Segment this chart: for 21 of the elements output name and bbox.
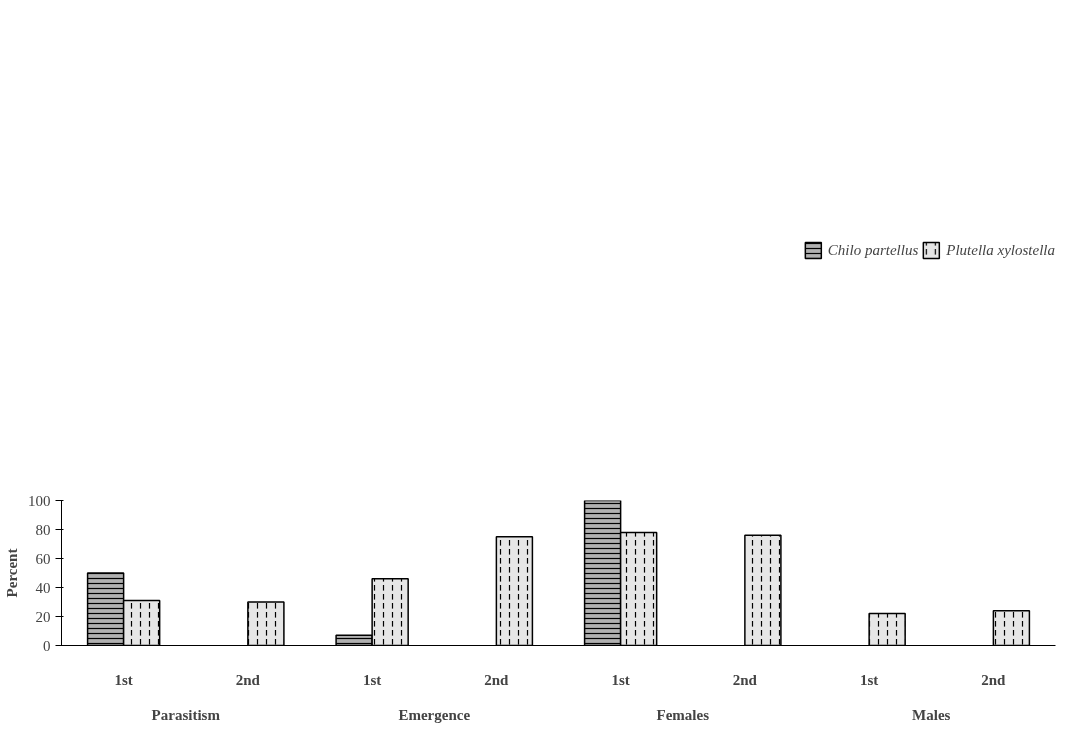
y-tick-label: 40 [35, 579, 51, 596]
x-tick-label: 2nd [235, 671, 261, 688]
y-axis-title: Percent [4, 548, 20, 598]
y-tick-label: 100 [28, 492, 51, 509]
x-tick-label: 2nd [732, 671, 758, 688]
legend-label: Chilo partellus [827, 241, 919, 259]
text: Males [912, 706, 951, 723]
x-tick-label: 1st [114, 671, 133, 688]
y-tick-label: 80 [35, 521, 51, 538]
x-tick-label: 1st [611, 671, 630, 688]
x-tick-label: 2nd [484, 671, 510, 688]
y-tick-label: 60 [35, 550, 51, 567]
text: Females [656, 706, 710, 723]
y-tick-label: 20 [35, 608, 51, 625]
text: Parasitism [151, 706, 221, 723]
y-tick-label: 0 [43, 637, 51, 654]
text: Emergence [398, 706, 471, 723]
x-tick-label: 2nd [981, 671, 1007, 688]
x-tick-label: 1st [859, 671, 879, 688]
x-tick-label: 1st [362, 671, 382, 688]
legend-label: Plutella xylostella [946, 241, 1055, 259]
